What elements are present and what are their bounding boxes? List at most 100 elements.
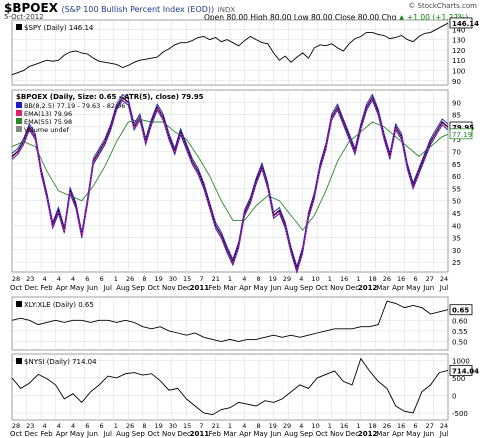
x-tick-label: 16 bbox=[397, 275, 405, 283]
x-tick-label-bottom: 4 bbox=[57, 422, 61, 430]
y-tick-label: 0.55 bbox=[452, 328, 468, 336]
x-month-label-bottom: Mar bbox=[376, 430, 389, 438]
x-tick-label: 30 bbox=[169, 275, 177, 283]
x-month-label: Oct bbox=[10, 284, 22, 292]
x-month-label-bottom: Jul bbox=[439, 430, 449, 438]
y-tick-label: 75 bbox=[452, 136, 461, 144]
x-tick-label-bottom: 23 bbox=[26, 422, 34, 430]
legend-label: BB(8,2.5) 77.19 - 79.63 - 82.06 bbox=[24, 102, 125, 110]
x-month-label-bottom: Apr bbox=[56, 430, 68, 438]
x-tick-label-bottom: 18 bbox=[369, 422, 377, 430]
x-tick-label-bottom: 27 bbox=[426, 422, 434, 430]
x-tick-label-bottom: 26 bbox=[126, 422, 134, 430]
y-tick-label: -500 bbox=[452, 410, 468, 418]
x-tick-label-bottom: 7 bbox=[199, 422, 203, 430]
x-tick-label: 23 bbox=[26, 275, 34, 283]
legend-label: XLY:XLE (Daily) 0.65 bbox=[24, 301, 94, 309]
x-month-label-bottom: Dec bbox=[177, 430, 191, 438]
x-month-label-bottom: Oct bbox=[148, 430, 160, 438]
legend-swatch bbox=[16, 102, 22, 108]
x-month-label: Oct bbox=[316, 284, 328, 292]
x-month-label-bottom: Aug bbox=[116, 430, 130, 438]
x-month-label-bottom: Dec bbox=[25, 430, 39, 438]
open-value: 80.00 bbox=[226, 13, 248, 22]
x-month-label-bottom: Dec bbox=[346, 430, 360, 438]
y-tick-label: 0.60 bbox=[452, 317, 468, 325]
close-value: 80.00 bbox=[357, 13, 380, 22]
x-month-label: Jun bbox=[269, 284, 281, 292]
legend-label: Volume undef bbox=[24, 126, 70, 134]
x-month-label-bottom: Jun bbox=[86, 430, 98, 438]
x-tick-label-bottom: 15 bbox=[183, 422, 191, 430]
x-month-label-bottom: Sep bbox=[300, 430, 314, 438]
x-tick-label-bottom: 28 bbox=[12, 422, 20, 430]
x-month-label: Feb bbox=[209, 284, 222, 292]
x-month-label: Nov bbox=[330, 284, 344, 292]
legend-swatch bbox=[16, 301, 22, 307]
chart-title: $BPOEX (S&P 100 Bullish Percent Index (E… bbox=[4, 1, 235, 15]
y-tick-label: 55 bbox=[452, 185, 461, 193]
last-value-box bbox=[449, 364, 473, 376]
x-tick-label: 18 bbox=[369, 275, 377, 283]
x-tick-label: 1 bbox=[228, 275, 232, 283]
x-tick-label-bottom: 8 bbox=[142, 422, 146, 430]
exchange: INDX bbox=[217, 6, 236, 14]
low-label: Low bbox=[293, 13, 309, 22]
legend-swatch bbox=[16, 118, 22, 124]
x-month-label: Mar bbox=[223, 284, 236, 292]
x-tick-label-bottom: 1 bbox=[328, 422, 332, 430]
y-tick-label: 45 bbox=[452, 210, 461, 218]
chg-label: Chg bbox=[381, 13, 397, 22]
x-month-label-bottom: Feb bbox=[209, 430, 222, 438]
ema55-value-label: 77.19 bbox=[452, 131, 472, 139]
x-tick-label-bottom: 1 bbox=[228, 422, 232, 430]
x-month-label: Apr bbox=[239, 284, 251, 292]
x-tick-label: 8 bbox=[256, 275, 260, 283]
panel-title: $BPOEX (Daily, Size: 0.65 - ATR(5), clos… bbox=[16, 93, 204, 101]
y-tick-label: 110 bbox=[452, 57, 465, 65]
x-month-label-bottom: Jun bbox=[269, 430, 281, 438]
y-tick-label: 0.50 bbox=[452, 339, 468, 347]
y-tick-label: 70 bbox=[452, 148, 461, 156]
x-tick-label-bottom: 16 bbox=[397, 422, 405, 430]
y-tick-label: 500 bbox=[452, 375, 465, 383]
x-month-label-bottom: Jun bbox=[422, 430, 434, 438]
ohlc-readout: Open 80.00 High 80.00 Low 80.00 Close 80… bbox=[204, 13, 468, 22]
y-tick-label: 85 bbox=[452, 112, 461, 120]
x-tick-label: 4 bbox=[242, 275, 246, 283]
x-month-label: Feb bbox=[40, 284, 53, 292]
y-tick-label: 35 bbox=[452, 235, 461, 243]
last-value-box bbox=[449, 304, 473, 316]
x-tick-label-bottom: 29 bbox=[283, 422, 291, 430]
credit: © StockCharts.com bbox=[408, 2, 477, 10]
series-line bbox=[11, 357, 449, 416]
y-tick-label: 1000 bbox=[452, 357, 470, 365]
x-tick-label: 7 bbox=[199, 275, 203, 283]
x-tick-label: 4 bbox=[57, 275, 61, 283]
x-month-label: May bbox=[70, 284, 84, 292]
x-tick-label: 26 bbox=[126, 275, 134, 283]
x-month-label: May bbox=[406, 284, 420, 292]
series-line bbox=[11, 22, 449, 76]
x-month-label-bottom: May bbox=[70, 430, 84, 438]
high-label: High bbox=[250, 13, 268, 22]
symbol-name: (S&P 100 Bullish Percent Index (EOD)) bbox=[61, 5, 215, 14]
x-tick-label: 26 bbox=[383, 275, 391, 283]
x-tick-label: 1 bbox=[356, 275, 360, 283]
x-tick-label: 21 bbox=[212, 275, 220, 283]
high-value: 80.00 bbox=[269, 13, 292, 22]
x-month-label: Dec bbox=[25, 284, 39, 292]
legend-label: EMA(13) 79.96 bbox=[24, 110, 72, 118]
x-month-label-bottom: May bbox=[253, 430, 267, 438]
legend-swatch bbox=[16, 110, 22, 116]
x-month-label: 2012 bbox=[358, 284, 378, 292]
x-month-label: Aug bbox=[116, 284, 130, 292]
x-tick-label-bottom: 1 bbox=[356, 422, 360, 430]
x-tick-label-bottom: 6 bbox=[413, 422, 417, 430]
chart-date: 5-Oct-2012 bbox=[4, 13, 44, 21]
x-month-label: Sep bbox=[132, 284, 146, 292]
y-tick-label: 0 bbox=[452, 392, 456, 400]
last-value-label: 0.65 bbox=[452, 307, 469, 315]
low-value: 80.00 bbox=[311, 13, 333, 22]
